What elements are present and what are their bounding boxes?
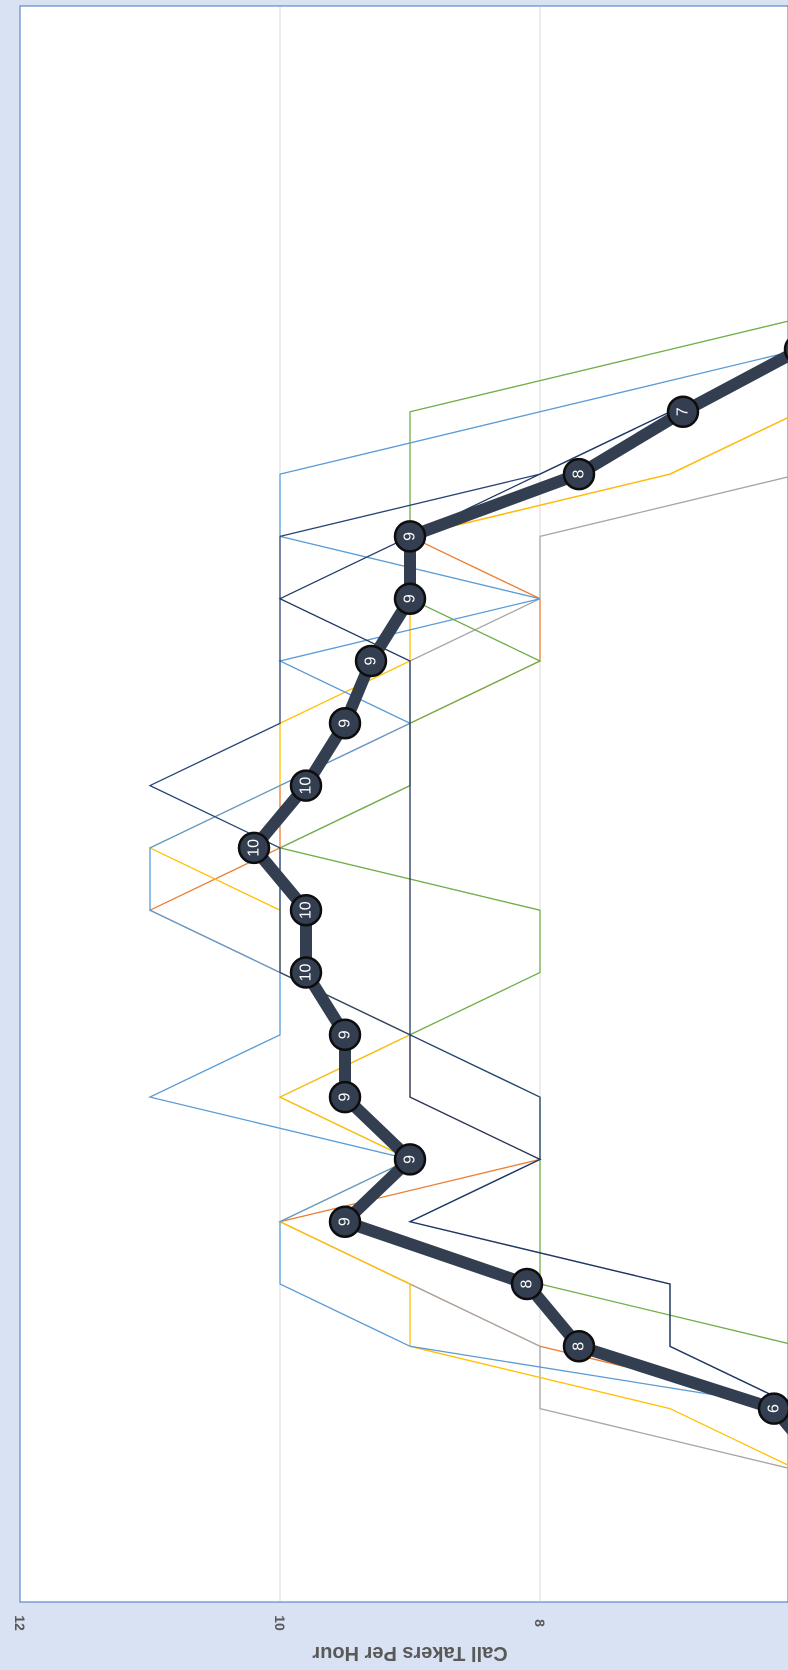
average-point-9 bbox=[393, 520, 427, 553]
data-label-18: 9 bbox=[337, 1093, 354, 1102]
plot-area bbox=[19, 5, 788, 1603]
average-point-18 bbox=[328, 1080, 362, 1114]
average-point-22 bbox=[562, 1330, 596, 1363]
average-point-15 bbox=[289, 893, 323, 927]
tick-label-8: 8 bbox=[532, 1619, 548, 1627]
data-label-17: 9 bbox=[337, 1030, 354, 1039]
average-line bbox=[248, 349, 788, 1435]
data-label-14: 10 bbox=[246, 839, 263, 857]
data-label-11: 9 bbox=[363, 656, 380, 665]
average-point-13 bbox=[289, 769, 323, 802]
series-line-7 bbox=[278, 354, 788, 1404]
data-label-23: 6 bbox=[766, 1404, 783, 1413]
series-line-4 bbox=[148, 351, 788, 1408]
data-label-19: 9 bbox=[402, 1155, 419, 1164]
average-series: 4455567899991010101099998866 bbox=[237, 338, 788, 1435]
series-lines bbox=[148, 320, 788, 1469]
average-point-20 bbox=[328, 1205, 362, 1238]
data-label-16: 10 bbox=[298, 964, 315, 982]
data-label-9: 9 bbox=[402, 532, 419, 541]
y-axis-label: Call Takers Per Hour bbox=[312, 1642, 507, 1664]
average-point-19 bbox=[393, 1143, 427, 1176]
average-point-12 bbox=[328, 707, 362, 740]
average-point-16 bbox=[289, 956, 323, 989]
data-label-13: 10 bbox=[298, 777, 315, 795]
data-label-12: 9 bbox=[337, 719, 354, 728]
data-label-21: 8 bbox=[519, 1279, 536, 1288]
data-label-8: 8 bbox=[571, 470, 588, 479]
average-point-7 bbox=[666, 395, 700, 429]
average-point-10 bbox=[393, 582, 427, 615]
average-point-21 bbox=[510, 1267, 544, 1301]
tick-label-10: 10 bbox=[272, 1615, 288, 1631]
series-line-3 bbox=[148, 416, 788, 1466]
average-point-17 bbox=[328, 1018, 362, 1052]
average-point-6 bbox=[783, 338, 788, 361]
axis-tick-labels: 24681012 bbox=[12, 1615, 548, 1631]
data-label-7: 7 bbox=[675, 407, 692, 416]
data-label-10: 9 bbox=[402, 594, 419, 603]
average-point-11 bbox=[354, 644, 388, 678]
average-point-8 bbox=[562, 457, 596, 491]
data-label-15: 10 bbox=[298, 901, 315, 919]
average-point-23 bbox=[757, 1392, 788, 1425]
data-label-22: 8 bbox=[571, 1342, 588, 1351]
tick-label-12: 12 bbox=[12, 1615, 28, 1631]
data-label-20: 9 bbox=[337, 1217, 354, 1226]
average-point-14 bbox=[237, 831, 271, 865]
